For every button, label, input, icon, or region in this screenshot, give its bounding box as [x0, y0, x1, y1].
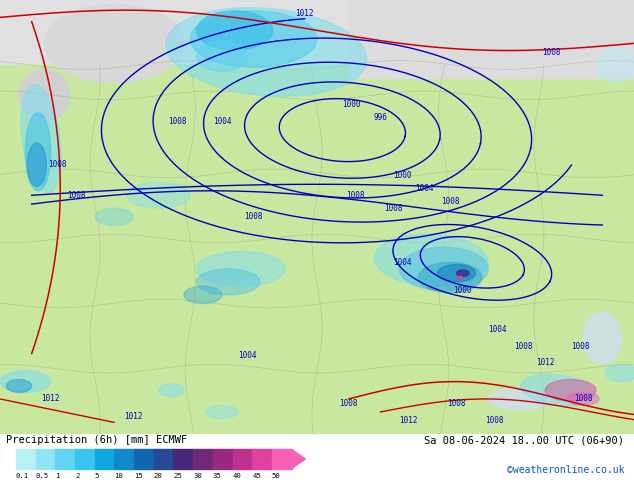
Ellipse shape — [567, 392, 599, 405]
Bar — [134, 449, 153, 468]
Bar — [252, 449, 272, 468]
Text: 1000: 1000 — [393, 171, 412, 180]
Bar — [153, 449, 174, 468]
Text: 1008: 1008 — [346, 191, 365, 199]
Ellipse shape — [399, 247, 488, 291]
Ellipse shape — [95, 208, 133, 225]
Text: 1008: 1008 — [574, 394, 593, 403]
Text: 25: 25 — [174, 472, 182, 479]
Text: 1012: 1012 — [41, 394, 60, 403]
Polygon shape — [292, 449, 306, 468]
Bar — [94, 449, 114, 468]
Ellipse shape — [184, 286, 222, 304]
Ellipse shape — [197, 269, 260, 295]
Text: Sa 08-06-2024 18..00 UTC (06+90): Sa 08-06-2024 18..00 UTC (06+90) — [425, 435, 624, 445]
Text: 1004: 1004 — [238, 351, 257, 360]
Ellipse shape — [457, 276, 462, 279]
Text: 50: 50 — [272, 472, 281, 479]
Text: 2: 2 — [75, 472, 79, 479]
Text: 1008: 1008 — [168, 117, 187, 126]
Ellipse shape — [197, 251, 285, 286]
Text: 1008: 1008 — [514, 343, 533, 351]
Text: 1004: 1004 — [488, 325, 507, 334]
Text: 10: 10 — [114, 472, 123, 479]
Bar — [349, 0, 634, 78]
Text: 1008: 1008 — [384, 204, 403, 213]
Bar — [36, 449, 55, 468]
Text: 1004: 1004 — [415, 184, 434, 193]
Text: 1008: 1008 — [447, 399, 466, 408]
Text: 1008: 1008 — [485, 416, 504, 425]
Ellipse shape — [27, 143, 46, 187]
Ellipse shape — [521, 374, 595, 406]
Text: 20: 20 — [153, 472, 162, 479]
Bar — [174, 449, 193, 468]
Bar — [75, 449, 94, 468]
Ellipse shape — [197, 11, 273, 50]
Text: 1000: 1000 — [453, 286, 472, 295]
Text: 1008: 1008 — [571, 343, 590, 351]
Ellipse shape — [437, 265, 476, 282]
Text: 30: 30 — [193, 472, 202, 479]
Ellipse shape — [0, 371, 51, 392]
Ellipse shape — [545, 379, 596, 401]
Text: 1012: 1012 — [399, 416, 418, 425]
Ellipse shape — [418, 262, 482, 293]
Text: 5: 5 — [94, 472, 99, 479]
Ellipse shape — [190, 11, 317, 67]
Text: 1004: 1004 — [393, 258, 412, 267]
Ellipse shape — [44, 4, 184, 82]
Text: 1008: 1008 — [244, 212, 263, 221]
Text: 35: 35 — [213, 472, 222, 479]
Text: 1008: 1008 — [441, 197, 460, 206]
Text: 1008: 1008 — [48, 160, 67, 169]
Bar — [233, 449, 252, 468]
Text: 1004: 1004 — [212, 117, 231, 126]
Ellipse shape — [197, 41, 247, 72]
Ellipse shape — [456, 270, 469, 276]
Ellipse shape — [206, 405, 238, 418]
Text: 15: 15 — [134, 472, 143, 479]
Bar — [114, 449, 134, 468]
Bar — [193, 449, 213, 468]
Text: 45: 45 — [252, 472, 261, 479]
Text: 1008: 1008 — [339, 399, 358, 408]
Ellipse shape — [6, 379, 32, 392]
Ellipse shape — [165, 8, 367, 97]
Text: 0.1: 0.1 — [16, 472, 29, 479]
Ellipse shape — [583, 312, 621, 364]
Text: Precipitation (6h) [mm] ECMWF: Precipitation (6h) [mm] ECMWF — [6, 435, 188, 445]
Ellipse shape — [605, 364, 634, 382]
Bar — [272, 449, 292, 468]
Bar — [0, 0, 634, 65]
Bar — [213, 449, 233, 468]
Bar — [16, 449, 36, 468]
Ellipse shape — [374, 234, 488, 286]
Ellipse shape — [127, 182, 190, 208]
Ellipse shape — [19, 70, 70, 122]
Text: 996: 996 — [373, 113, 387, 122]
Bar — [55, 449, 75, 468]
Text: 1012: 1012 — [295, 8, 314, 18]
Text: 1012: 1012 — [124, 412, 143, 421]
Bar — [0, 65, 634, 434]
Text: 1000: 1000 — [342, 99, 361, 109]
Ellipse shape — [21, 85, 61, 193]
Ellipse shape — [25, 113, 51, 191]
Text: 1: 1 — [55, 472, 60, 479]
Text: 1008: 1008 — [542, 48, 561, 56]
Text: ©weatheronline.co.uk: ©weatheronline.co.uk — [507, 465, 624, 475]
Text: 0.5: 0.5 — [36, 472, 49, 479]
Text: 1008: 1008 — [67, 191, 86, 199]
Text: 40: 40 — [233, 472, 242, 479]
Ellipse shape — [488, 388, 552, 410]
Ellipse shape — [158, 384, 184, 397]
Ellipse shape — [596, 48, 634, 82]
Text: 1012: 1012 — [536, 358, 555, 367]
